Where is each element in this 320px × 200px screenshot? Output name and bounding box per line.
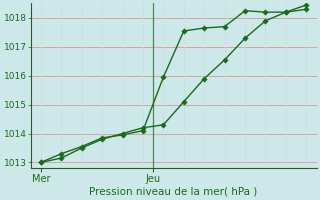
X-axis label: Pression niveau de la mer( hPa ): Pression niveau de la mer( hPa )	[90, 187, 258, 197]
